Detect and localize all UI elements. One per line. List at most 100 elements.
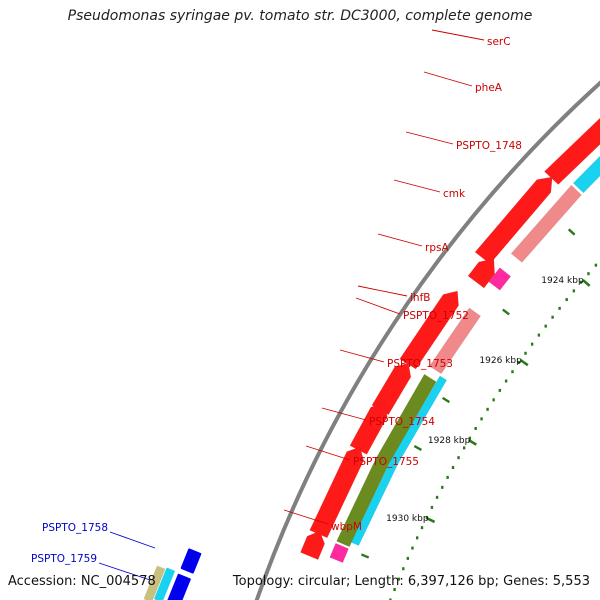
gene-block (329, 542, 349, 564)
label-connector (283, 509, 329, 525)
cds-block (474, 176, 553, 265)
scale-dot (457, 456, 460, 460)
scale-dot (411, 546, 414, 550)
gene-label-serC: serC (487, 36, 511, 48)
gene-block (429, 307, 482, 375)
gene-label-PSPTO_1755: PSPTO_1755 (353, 456, 419, 468)
gene-label-PSPTO_1759: PSPTO_1759 (31, 553, 97, 565)
gene-block (510, 184, 582, 263)
scale-dot (446, 475, 449, 479)
scale-dot (468, 436, 472, 440)
kbp-tick (519, 358, 529, 367)
label-connector (357, 285, 408, 297)
kbp-label: 1926 kbp (479, 356, 522, 366)
scale-dot (587, 272, 590, 276)
label-connector (431, 29, 485, 41)
scale-dot (498, 388, 502, 392)
label-connector (339, 349, 385, 363)
label-connector (305, 445, 351, 461)
kbp-label: 1930 kbp (386, 514, 429, 524)
gene-block (572, 155, 600, 194)
kbp-tick (581, 279, 591, 287)
accession-label: Accession: NC_004578 (8, 574, 156, 589)
cds-block (300, 530, 325, 560)
scale-dot (511, 370, 514, 374)
scale-dot (406, 556, 410, 560)
gene-block (336, 458, 389, 548)
kbp-tick (425, 516, 436, 524)
scale-dot (462, 446, 466, 450)
gene-label-PSPTO_1754: PSPTO_1754 (369, 416, 435, 428)
gene-block-cyan-left (154, 567, 175, 600)
kbp-tick (467, 438, 477, 446)
scale-dot (435, 495, 439, 499)
gene-block-PSPTO_1759 (167, 573, 191, 600)
scale-dot (474, 426, 477, 430)
label-connector (377, 233, 423, 247)
label-connector (393, 179, 441, 193)
genome-backbone (254, 80, 600, 600)
scale-dot (402, 567, 405, 571)
scale-dot (544, 324, 547, 328)
gene-block-cyan (350, 459, 399, 546)
genome-summary: Topology: circular; Length: 6,397,126 bp… (232, 574, 590, 589)
scale-dot (565, 298, 568, 302)
label-connector (98, 562, 151, 581)
scale-dot (524, 351, 527, 355)
scale-dot (504, 379, 508, 383)
gene-label-wbpM: wbpM (331, 521, 362, 533)
scale-dot (415, 536, 419, 540)
scale-dot (441, 485, 444, 489)
gene-block-PSPTO_1758 (180, 548, 202, 574)
label-connector (109, 531, 156, 549)
gene-block (488, 267, 512, 291)
feature-tick (441, 396, 451, 404)
gene-block-cyan (390, 375, 448, 465)
label-connector (405, 131, 454, 145)
scale-dot (451, 466, 455, 470)
label-connector (321, 407, 367, 421)
scale-dot (397, 577, 401, 581)
gene-label-PSPTO_1752: PSPTO_1752 (403, 310, 469, 322)
scale-dot (558, 306, 561, 310)
scale-dot (420, 526, 424, 530)
gene-label-cmk: cmk (443, 188, 466, 200)
scale-dot (579, 280, 583, 284)
gene-label-ihfB: ihfB (410, 292, 430, 304)
scale-dot (594, 263, 598, 267)
label-connector (423, 71, 473, 87)
kbp-dotted-scale (389, 263, 598, 600)
gene-track (143, 117, 600, 600)
scale-dot (551, 315, 554, 319)
backbone-arc (254, 80, 600, 600)
gene-label-PSPTO_1758: PSPTO_1758 (42, 522, 108, 534)
feature-tick (413, 445, 422, 451)
feature-tick (567, 228, 576, 236)
scale-dot (517, 360, 521, 364)
feature-tick (360, 553, 370, 559)
kbp-label: 1924 kbp (541, 276, 584, 286)
scale-dot (389, 598, 392, 600)
gene-label-rpsA: rpsA (425, 242, 449, 254)
gene-block (375, 373, 437, 466)
gene-block-olive-left (143, 565, 166, 600)
scale-dot (393, 588, 396, 592)
scale-dot (430, 505, 434, 509)
kbp-label: 1928 kbp (428, 436, 471, 446)
scale-dot (572, 289, 576, 293)
gene-label-PSPTO_1753: PSPTO_1753 (387, 358, 453, 370)
map-title: Pseudomonas syringae pv. tomato str. DC3… (67, 8, 533, 24)
feature-tick (502, 308, 510, 316)
gene-label-PSPTO_1748: PSPTO_1748 (456, 140, 522, 152)
scale-dot (537, 333, 541, 337)
scale-dot (486, 407, 489, 411)
scale-dot (530, 342, 534, 346)
scale-dot (492, 398, 495, 402)
scale-dot (480, 417, 483, 421)
cds-block-ihfB (467, 258, 495, 289)
gene-label-pheA: pheA (475, 82, 503, 94)
label-connector (355, 297, 401, 315)
